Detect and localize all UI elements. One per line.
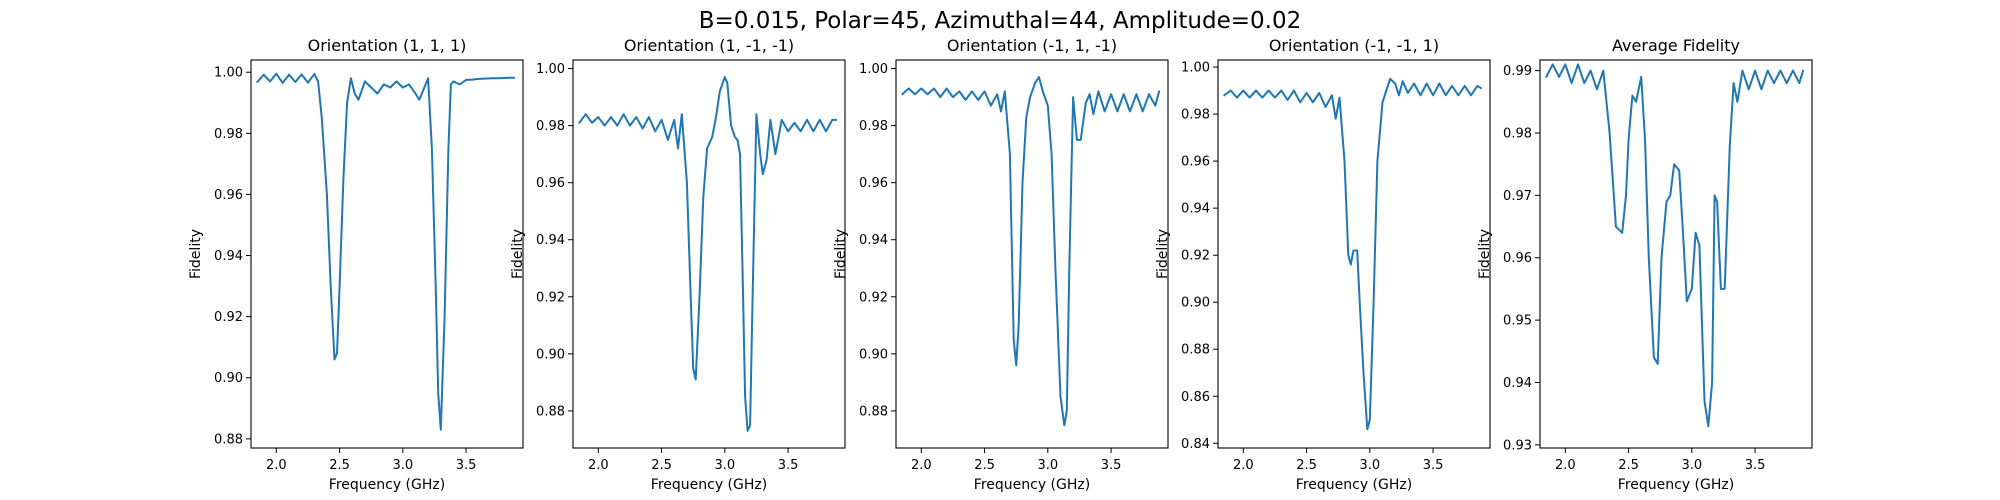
y-tick-label: 0.94 [536,233,565,248]
y-tick-label: 0.98 [1503,126,1532,141]
subplot-1: 2.0 2.5 3.0 3.5 0.88 0.90 0.92 0.94 0.96 0.98 1.00… [188,36,524,493]
x-axis-label: Frequency (GHz) [1296,477,1412,493]
x-tick-label: 2.5 [974,458,995,473]
x-tick-label: 2.5 [1296,458,1317,473]
y-tick-label: 0.88 [536,404,565,419]
x-tick-label: 3.0 [714,458,735,473]
y-tick-label: 0.90 [859,347,888,362]
y-axis-label: Fidelity [188,229,204,279]
y-tick-label: 0.90 [536,347,565,362]
subplot-title: Orientation (1, -1, -1) [624,36,794,55]
y-tick-label: 0.92 [1181,249,1210,264]
subplot-title: Average Fidelity [1612,36,1740,55]
subplot-5: 2.0 2.5 3.0 3.5 0.93 0.94 0.95 0.96 0.97 0.98 0.99… [1477,36,1813,493]
y-tick-label: 0.97 [1503,189,1532,204]
y-tick-label: 0.90 [1181,296,1210,311]
y-tick-label: 0.94 [1503,376,1532,391]
y-tick-label: 0.96 [1503,251,1532,266]
axes-frame [895,59,1169,449]
y-tick-label: 0.92 [859,290,888,305]
y-tick-label: 0.92 [214,310,243,325]
y-tick-label: 1.00 [214,66,243,81]
series-line-1 [1223,77,1483,431]
y-tick-label: 0.88 [1181,343,1210,358]
x-tick-label: 3.0 [1037,458,1058,473]
subplot-3: 2.0 2.5 3.0 3.5 0.88 0.90 0.92 0.94 0.96 0.98 1.00… [833,36,1169,493]
y-tick-label: 0.96 [536,176,565,191]
y-tick-label: 0.99 [1503,64,1532,79]
x-axis-label: Frequency (GHz) [651,477,767,493]
y-axis-label: Fidelity [833,229,849,279]
x-tick-label: 2.0 [266,458,287,473]
x-tick-label: 3.5 [1745,458,1766,473]
axes-frame [1539,59,1813,449]
axes-frame [250,59,524,449]
y-tick-label: 0.84 [1181,437,1210,452]
y-tick-label: 0.98 [859,119,888,134]
y-tick-label: 0.96 [859,176,888,191]
y-tick-label: 0.94 [859,233,888,248]
x-tick-label: 2.0 [1233,458,1254,473]
y-tick-label: 0.96 [214,188,243,203]
x-tick-label: 2.0 [588,458,609,473]
y-tick-label: 0.90 [214,371,243,386]
subplots-container: 2.0 2.5 3.0 3.5 0.88 0.90 0.92 0.94 0.96 0.98 1.00… [188,36,1813,493]
y-tick-label: 1.00 [536,62,565,77]
x-tick-label: 2.0 [1555,458,1576,473]
y-axis-label: Fidelity [1477,229,1493,279]
axes-frame [572,59,846,449]
y-tick-label: 0.88 [214,432,243,447]
x-tick-label: 3.5 [778,458,799,473]
subplot-title: Orientation (-1, -1, 1) [1269,36,1439,55]
series-line-1 [901,76,1161,427]
y-tick-label: 0.88 [859,404,888,419]
y-tick-label: 0.94 [1181,202,1210,217]
y-tick-label: 1.00 [859,62,888,77]
y-tick-label: 0.92 [536,290,565,305]
x-axis-label: Frequency (GHz) [329,477,445,493]
y-tick-label: 1.00 [1181,61,1210,76]
x-tick-label: 2.5 [1618,458,1639,473]
axes-frame [1217,59,1491,449]
y-axis-label: Fidelity [1155,229,1171,279]
y-tick-label: 0.94 [214,249,243,264]
x-axis-label: Frequency (GHz) [1618,477,1734,493]
x-tick-label: 3.0 [1681,458,1702,473]
x-tick-label: 2.5 [651,458,672,473]
y-tick-label: 0.86 [1181,390,1210,405]
x-tick-label: 3.5 [456,458,477,473]
x-tick-label: 3.0 [392,458,413,473]
subplot-title: Orientation (1, 1, 1) [308,36,467,55]
x-tick-label: 2.0 [911,458,932,473]
x-tick-label: 3.5 [1101,458,1122,473]
x-tick-label: 2.5 [329,458,350,473]
y-tick-label: 0.98 [1181,108,1210,123]
series-line-1 [256,72,516,431]
subplot-4: 2.0 2.5 3.0 3.5 0.84 0.86 0.88 0.90 0.92 0.94 0.96… [1155,36,1491,493]
y-tick-label: 0.93 [1503,438,1532,453]
y-tick-label: 0.98 [536,119,565,134]
y-tick-label: 0.98 [214,127,243,142]
y-tick-label: 0.96 [1181,155,1210,170]
series-line-1 [578,76,838,432]
x-axis-label: Frequency (GHz) [974,477,1090,493]
y-tick-label: 0.95 [1503,314,1532,329]
figure-suptitle: B=0.015, Polar=45, Azimuthal=44, Amplitu… [699,8,1302,34]
y-axis-label: Fidelity [510,229,526,279]
x-tick-label: 3.0 [1359,458,1380,473]
subplot-title: Orientation (-1, 1, -1) [947,36,1117,55]
subplot-2: 2.0 2.5 3.0 3.5 0.88 0.90 0.92 0.94 0.96 0.98 1.00… [510,36,846,493]
x-tick-label: 3.5 [1423,458,1444,473]
series-line-1 [1545,63,1805,428]
